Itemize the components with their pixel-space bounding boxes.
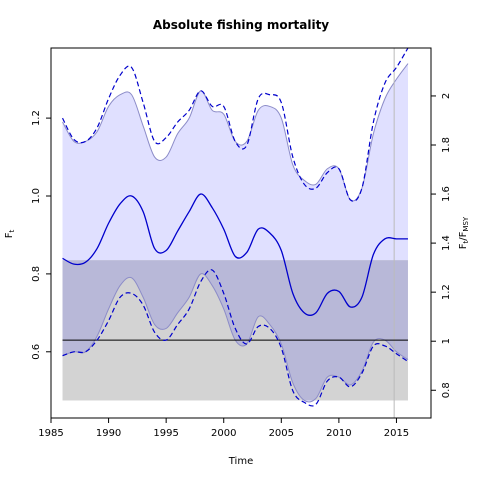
estimate-line bbox=[62, 193, 408, 316]
y-right-tick-label: 1.4 bbox=[441, 235, 452, 251]
svg-text:Ft/FMSY: Ft/FMSY bbox=[458, 216, 470, 249]
y-left-title-sub: t bbox=[8, 229, 16, 232]
y-left-tick-label: 0.8 bbox=[31, 266, 42, 282]
y-right-tick-label: 0.8 bbox=[441, 382, 452, 398]
y-right-tick-label: 1.6 bbox=[441, 186, 452, 202]
y-axis-left-title: Ft bbox=[4, 229, 16, 238]
x-tick-label: 1990 bbox=[96, 428, 121, 439]
y-right-title-slash: / bbox=[458, 237, 469, 241]
y-right-tick-label: 1.2 bbox=[441, 284, 452, 300]
dashed-lower-line bbox=[62, 269, 409, 407]
x-tick-label: 2015 bbox=[384, 428, 409, 439]
x-tick-label: 2005 bbox=[269, 428, 294, 439]
y-right-tick-label: 1.8 bbox=[441, 137, 452, 153]
y-left-tick-label: 1.2 bbox=[31, 110, 42, 126]
dashed-upper-line bbox=[61, 48, 409, 202]
chart-title: Absolute fishing mortality bbox=[153, 18, 329, 32]
y-right-title-denom-sub: MSY bbox=[462, 216, 470, 231]
y-axis-right: 0.8 1 1.2 1.4 1.6 1.8 2 bbox=[431, 93, 452, 398]
plot-frame bbox=[50, 47, 432, 419]
y-right-tick-label: 2 bbox=[441, 93, 452, 99]
x-tick-label: 1985 bbox=[38, 428, 63, 439]
y-left-title-main: F bbox=[4, 232, 15, 238]
x-axis-title: Time bbox=[228, 456, 253, 467]
overlap-region bbox=[62, 260, 408, 401]
x-axis: 1985 1990 1995 2000 2005 2010 2015 bbox=[38, 418, 409, 439]
y-left-tick-label: 1.0 bbox=[31, 188, 42, 204]
y-right-tick-label: 1 bbox=[441, 338, 452, 344]
plot-area bbox=[61, 48, 409, 418]
x-tick-label: 2000 bbox=[211, 428, 236, 439]
y-axis-left: 0.6 0.8 1.0 1.2 bbox=[31, 110, 51, 360]
x-tick-label: 1995 bbox=[153, 428, 178, 439]
x-tick-label: 2010 bbox=[326, 428, 351, 439]
y-left-tick-label: 0.6 bbox=[31, 344, 42, 360]
y-right-title-num-sub: t bbox=[462, 240, 470, 243]
y-axis-right-title: Ft/FMSY bbox=[458, 216, 470, 249]
y-right-title-denom: F bbox=[458, 231, 469, 237]
y-right-title-num: F bbox=[458, 243, 469, 249]
svg-text:Ft: Ft bbox=[4, 229, 16, 238]
